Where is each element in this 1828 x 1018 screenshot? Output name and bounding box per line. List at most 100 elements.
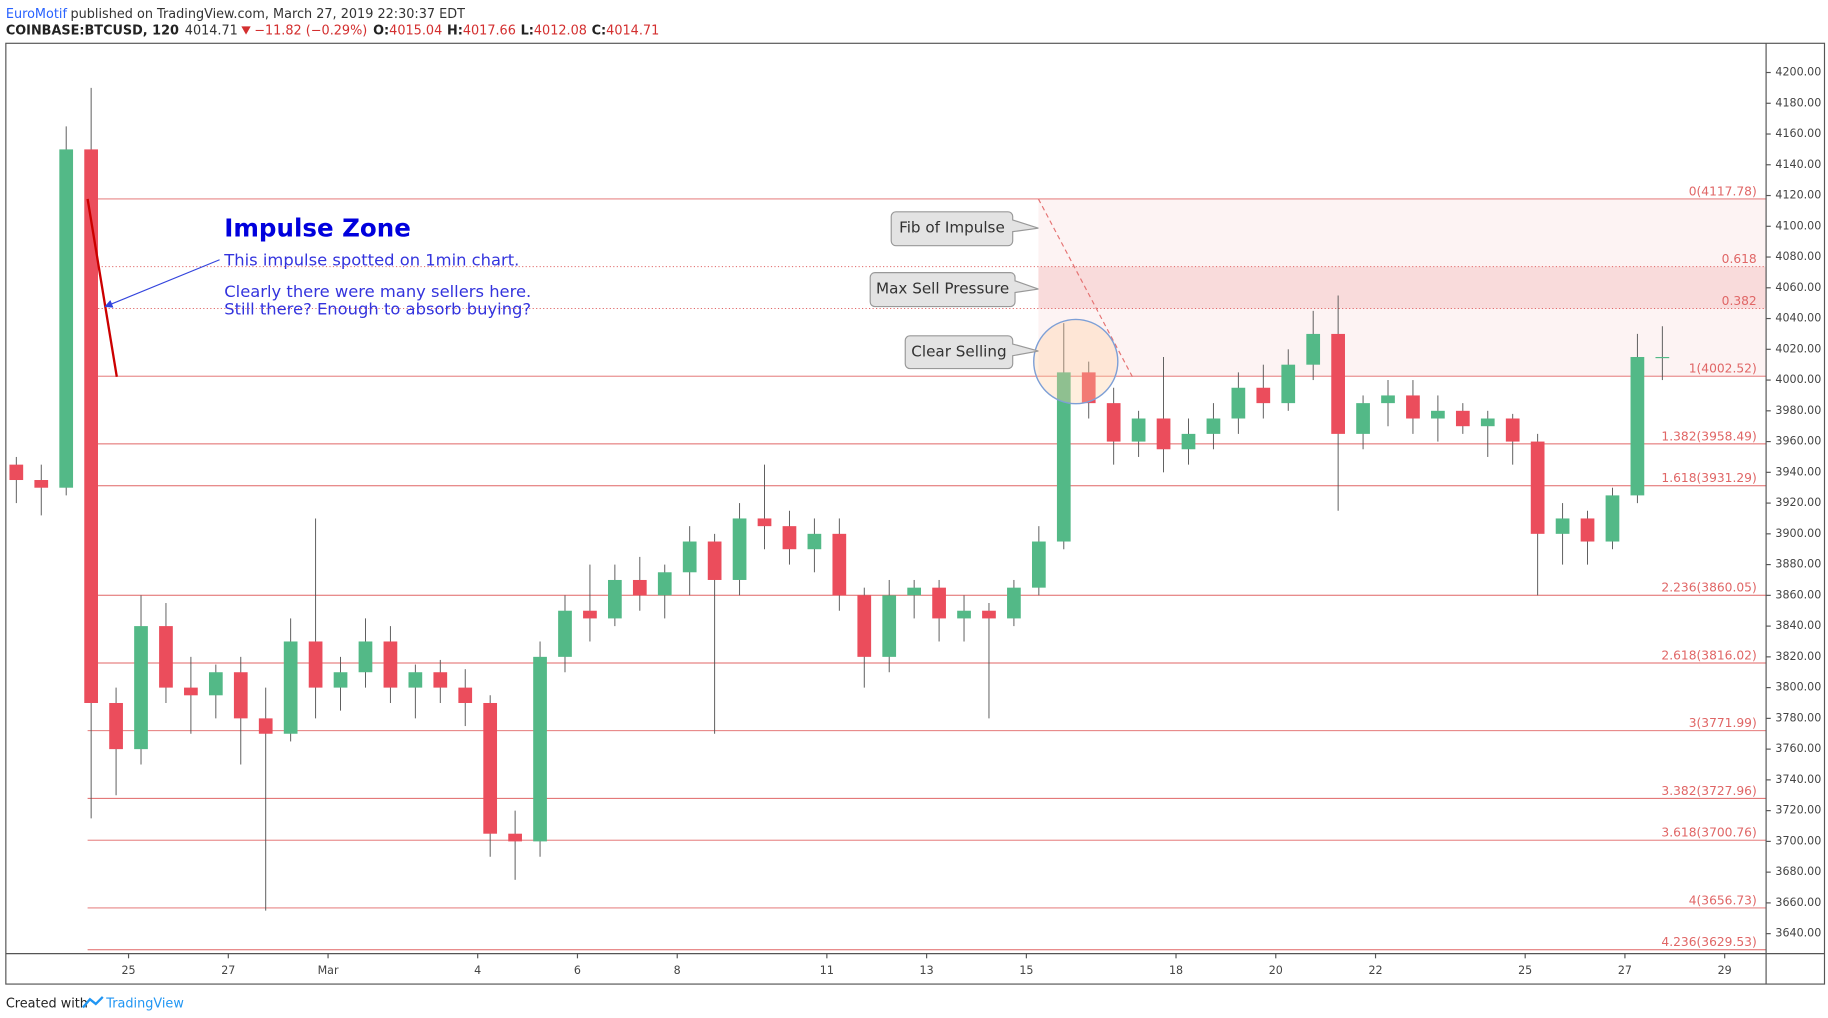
candle-body [558, 610, 572, 657]
y-tick-label: 3840.00 [1775, 619, 1821, 632]
candle-body [1655, 356, 1670, 359]
x-tick-label: Mar [318, 964, 339, 977]
candle-body [159, 626, 173, 688]
candle-body [1605, 495, 1620, 542]
annotation-text: Clearly there were many sellers here. [224, 282, 531, 301]
candle-body [1455, 410, 1470, 427]
symbol-line: COINBASE:BTCUSD, 120 4014.71 −11.82 (−0.29… [6, 23, 659, 38]
x-tick-label: 27 [221, 964, 235, 977]
y-tick-label: 3760.00 [1775, 742, 1821, 755]
candle-body [732, 518, 747, 580]
callout-box [904, 335, 1039, 370]
symbol: COINBASE:BTCUSD, 120 [6, 23, 179, 38]
fib-label: 0.382 [1722, 294, 1757, 308]
x-tick-label: 8 [674, 964, 681, 977]
callout-text: Fib of Impulse [899, 219, 1005, 237]
fib-label: 0(4117.78) [1689, 184, 1757, 198]
down-arrow [241, 26, 251, 35]
fib-label: 4.236(3629.53) [1661, 935, 1756, 949]
candle-body [134, 626, 148, 750]
callout-box [869, 272, 1039, 308]
candle-body [483, 702, 498, 834]
y-tick-label: 3900.00 [1775, 527, 1821, 540]
annotation-title: Impulse Zone [224, 213, 411, 242]
y-tick-label: 4100.00 [1775, 219, 1821, 232]
x-tick-label: 15 [1019, 964, 1033, 977]
callout-text: Max Sell Pressure [876, 280, 1009, 298]
candle-body [1181, 433, 1196, 450]
candle-body [857, 595, 872, 657]
impulse-line [86, 198, 118, 377]
candle-body [508, 833, 522, 842]
candle-body [1630, 356, 1645, 496]
x-tick-label: 4 [474, 964, 481, 977]
y-tick-label: 4180.00 [1775, 96, 1821, 109]
trend-line [1037, 198, 1134, 379]
candle-body [1056, 372, 1071, 542]
fib-zone [1038, 266, 1767, 309]
y-tick-label: 3700.00 [1775, 834, 1821, 847]
candle-body [1406, 395, 1420, 419]
candle-body [1505, 418, 1520, 442]
frame [5, 42, 1826, 985]
y-tick-label: 3820.00 [1775, 650, 1821, 663]
logo [82, 996, 104, 1009]
y-tick-label: 3860.00 [1775, 588, 1821, 601]
candle-body [882, 595, 897, 657]
annotation-text: This impulse spotted on 1min chart. [223, 250, 519, 269]
callout: Max Sell Pressure [869, 272, 1039, 308]
candle-body [1206, 418, 1221, 434]
x-tick-label: 6 [574, 964, 581, 977]
ohlc-value: 4014.71 [606, 23, 659, 38]
y-tick-label: 3980.00 [1775, 404, 1821, 417]
y-tick-label: 3640.00 [1775, 927, 1821, 940]
y-tick-label: 4060.00 [1775, 281, 1821, 294]
candle-body [458, 687, 473, 703]
candle-body [59, 149, 74, 488]
candle-body [1156, 418, 1171, 450]
candle-body [1106, 403, 1121, 442]
ohlc-value: 4012.08 [534, 23, 587, 38]
candle-body [34, 480, 49, 488]
fib-label: 3(3771.99) [1689, 716, 1757, 730]
x-tick-label: 13 [920, 964, 934, 977]
y-tick-label: 3720.00 [1775, 804, 1821, 817]
candle-body [1231, 387, 1246, 419]
candle-body [1256, 387, 1271, 404]
candle-body [1381, 395, 1395, 404]
author[interactable]: EuroMotif [6, 7, 68, 22]
fib-label: 2.236(3860.05) [1661, 581, 1756, 595]
candle-body [383, 641, 398, 688]
header-line: EuroMotif published on TradingView.com, M… [6, 7, 465, 22]
candle-body [1555, 518, 1570, 534]
x-tick-label: 11 [820, 964, 834, 977]
ohlc-key: L: [521, 23, 534, 38]
y-tick-label: 4160.00 [1775, 127, 1821, 140]
fib-label: 3.618(3700.76) [1661, 826, 1756, 840]
candle-body [283, 641, 298, 734]
callout: Clear Selling [904, 335, 1039, 370]
y-tick-label: 3920.00 [1775, 496, 1821, 509]
footer-brand[interactable]: TradingView [105, 996, 184, 1011]
arrow [104, 259, 220, 308]
candle-body [233, 672, 248, 719]
candle-body [807, 533, 822, 550]
ohlc-value: 4015.04 [389, 23, 442, 38]
candle-body [632, 579, 647, 596]
candle-body [258, 718, 273, 734]
fib-zone [1038, 198, 1767, 377]
candle-body [782, 526, 797, 550]
candle-body [957, 610, 971, 619]
candle-body [608, 579, 622, 619]
y-tick-label: 3680.00 [1775, 865, 1821, 878]
y-tick-label: 4040.00 [1775, 312, 1821, 325]
fib-label: 2.618(3816.02) [1661, 648, 1756, 662]
y-tick-label: 3960.00 [1775, 435, 1821, 448]
fib-label: 4(3656.73) [1689, 893, 1757, 907]
x-tick-label: 25 [1518, 964, 1532, 977]
candle-body [208, 672, 223, 696]
candle-body [932, 587, 946, 619]
candle-body [358, 641, 373, 673]
candle-body [184, 687, 198, 696]
